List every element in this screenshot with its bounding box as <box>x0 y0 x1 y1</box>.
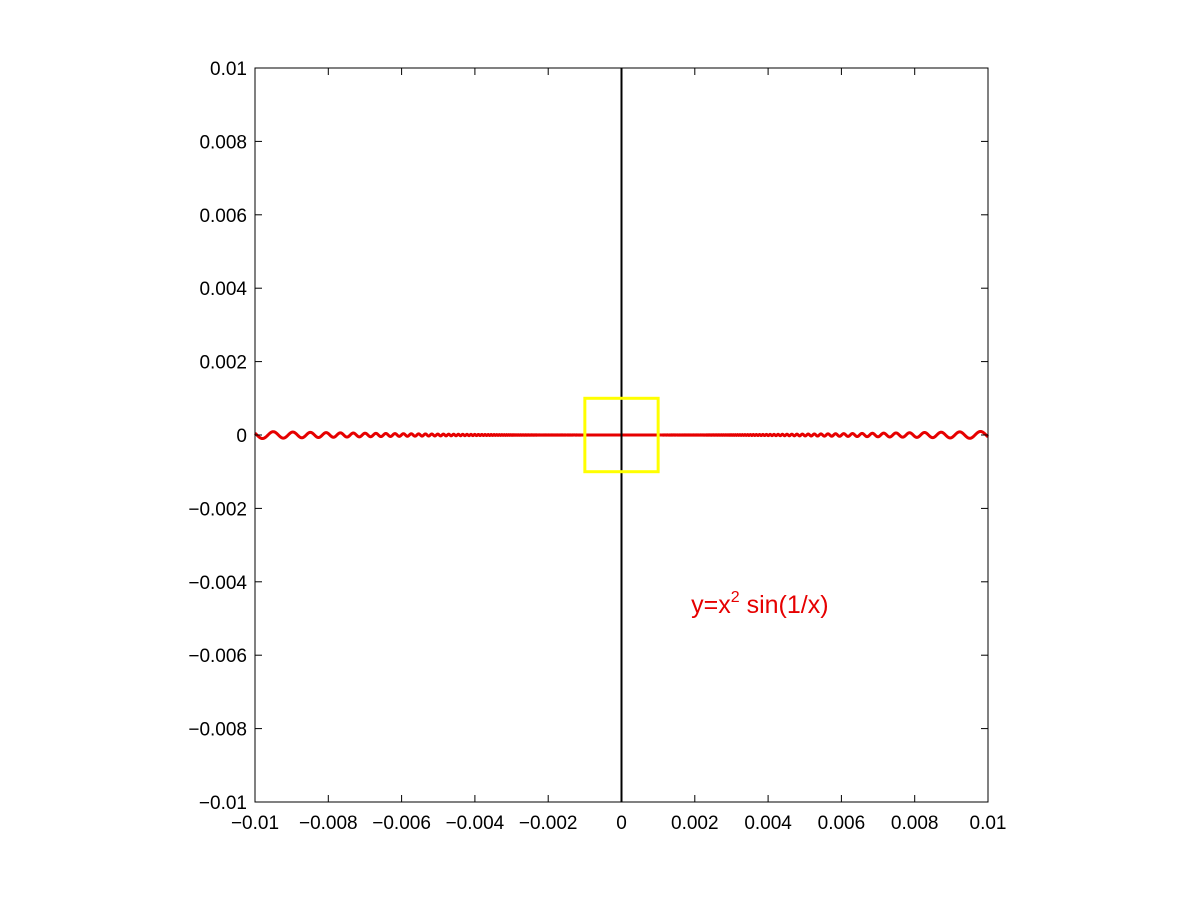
x-tick-label: −0.002 <box>519 813 578 834</box>
y-tick-label: 0 <box>236 426 247 447</box>
function-annotation: y=x2 sin(1/x) <box>691 589 828 619</box>
annotation-tail: sin(1/x) <box>740 591 829 619</box>
annotation-superscript: 2 <box>731 589 740 606</box>
y-tick-label: 0.002 <box>199 353 247 374</box>
y-tick-label: 0.01 <box>210 59 247 80</box>
y-tick-label: −0.008 <box>188 720 247 741</box>
x-tick-label: 0.002 <box>671 813 719 834</box>
x-tick-label: −0.006 <box>372 813 431 834</box>
y-tick-label: 0.004 <box>199 279 247 300</box>
x-tick-label: −0.01 <box>231 813 279 834</box>
y-tick-label: 0.008 <box>199 132 247 153</box>
x-tick-label: 0.008 <box>891 813 939 834</box>
y-tick-label: −0.01 <box>199 793 247 814</box>
zoom-highlight-box <box>583 396 660 474</box>
x-tick-label: 0.01 <box>970 813 1007 834</box>
y-tick-label: −0.006 <box>188 646 247 667</box>
x-tick-label: 0.004 <box>744 813 792 834</box>
x-tick-label: −0.008 <box>299 813 358 834</box>
annotation-base: y=x <box>691 591 731 619</box>
y-ticks: 0.01 0.008 0.006 0.004 0.002 0 −0.002 −0.004 −0.… <box>188 59 988 814</box>
y-tick-label: −0.002 <box>188 499 247 520</box>
x-tick-label: −0.004 <box>446 813 505 834</box>
x-ticks: −0.01 −0.008 −0.006 −0.004 −0.002 0 0.002 0.004… <box>231 68 1007 834</box>
x-tick-label: 0.006 <box>818 813 866 834</box>
x-tick-label: 0 <box>616 813 627 834</box>
y-tick-label: −0.004 <box>188 573 247 594</box>
y-tick-label: 0.006 <box>199 206 247 227</box>
